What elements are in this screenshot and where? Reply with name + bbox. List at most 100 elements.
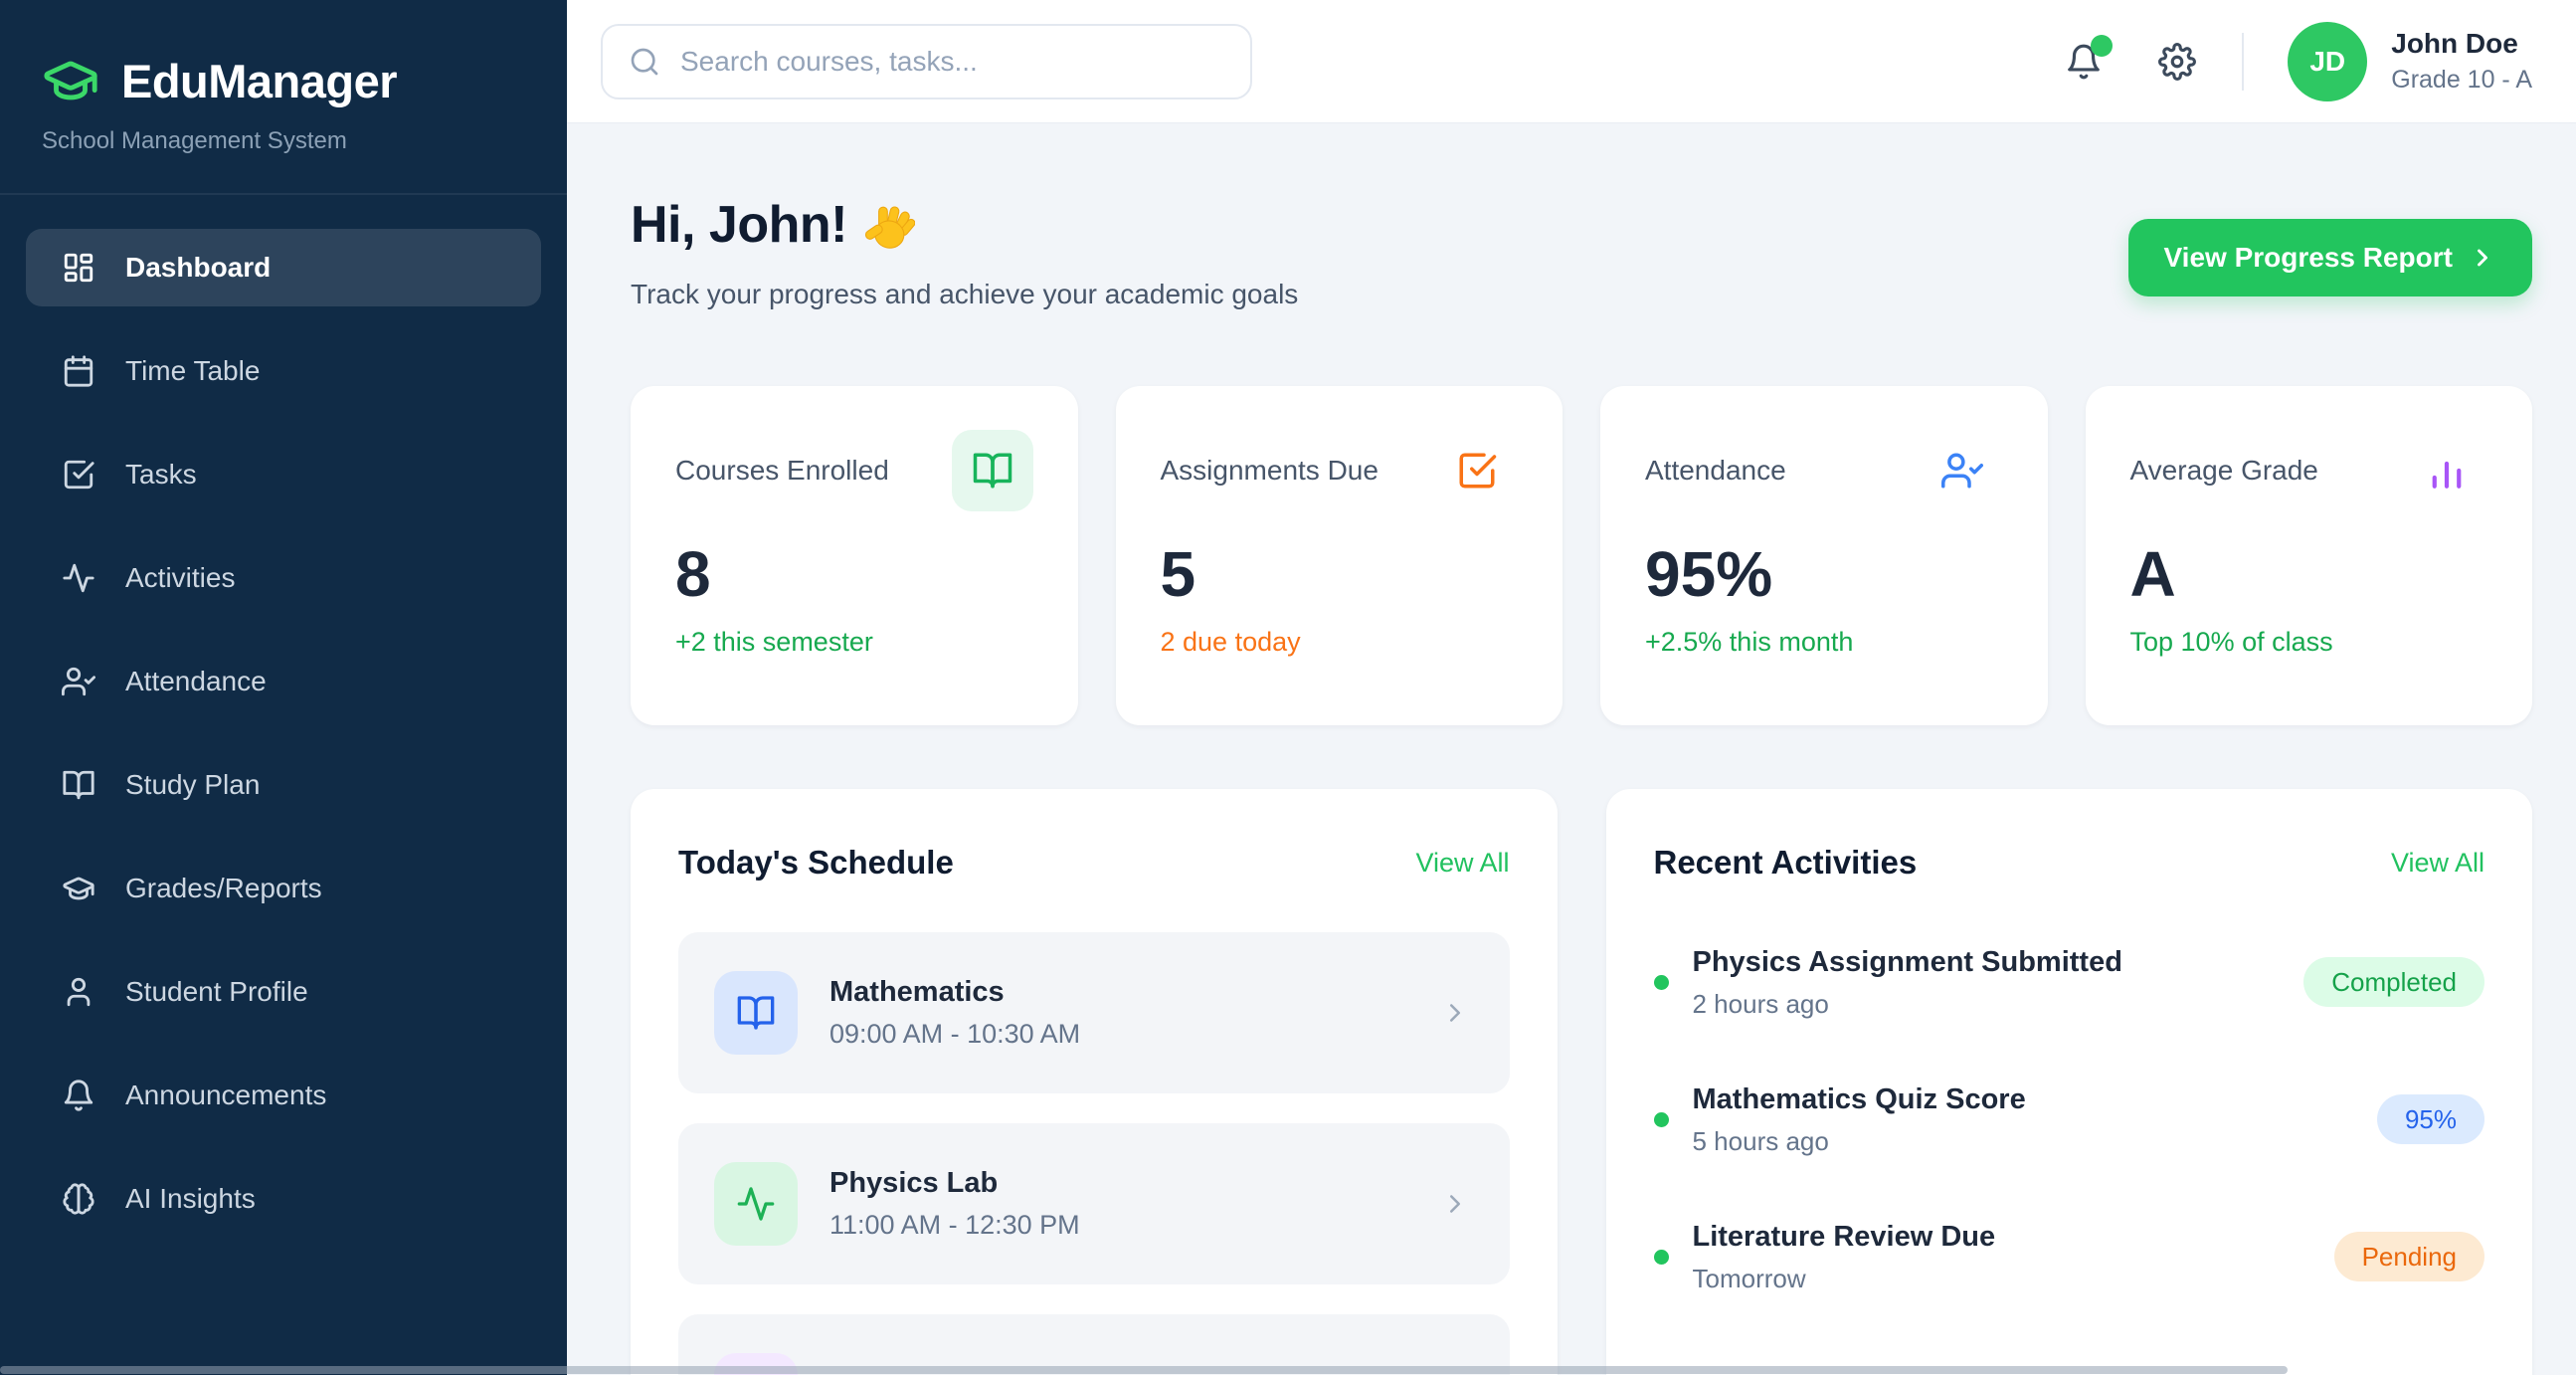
- sidebar-item-label: Time Table: [125, 355, 261, 386]
- stat-note: 2 due today: [1160, 627, 1301, 657]
- book-open-icon: [736, 993, 776, 1033]
- sidebar-item-label: Attendance: [125, 666, 267, 696]
- user-icon: [62, 975, 95, 1009]
- graduation-cap-icon: [42, 52, 99, 109]
- sidebar-item-study-plan[interactable]: Study Plan: [26, 746, 541, 824]
- page-subtitle: Track your progress and achieve your aca…: [631, 279, 1299, 309]
- view-progress-report-button[interactable]: View Progress Report: [2127, 219, 2532, 296]
- schedule-view-all-link[interactable]: View All: [1415, 847, 1510, 878]
- graduation-cap-icon: [62, 872, 95, 905]
- schedule-item-time: 09:00 AM - 10:30 AM: [829, 1019, 1081, 1049]
- sidebar-item-student-profile[interactable]: Student Profile: [26, 953, 541, 1031]
- gear-icon: [2158, 43, 2196, 81]
- search-box: [601, 23, 1252, 99]
- stat-card-attendance: Attendance 95% +2.5% this month: [1600, 386, 2048, 725]
- activities-view-all-link[interactable]: View All: [2390, 847, 2484, 878]
- user-name: John Doe: [2391, 28, 2518, 59]
- activity-item-physics-assignment: Physics Assignment Submitted 2 hours ago…: [1653, 944, 2484, 1020]
- schedule-item-name: Mathematics: [829, 976, 1005, 1008]
- chevron-right-icon: [1440, 1189, 1470, 1219]
- sidebar-item-dashboard[interactable]: Dashboard: [26, 229, 541, 306]
- settings-button[interactable]: [2158, 43, 2196, 81]
- activity-time: 5 hours ago: [1692, 1126, 1829, 1156]
- activity-title: Mathematics Quiz Score: [1692, 1083, 2026, 1115]
- sidebar-item-announcements[interactable]: Announcements: [26, 1057, 541, 1134]
- sidebar-item-grades-reports[interactable]: Grades/Reports: [26, 850, 541, 927]
- chevron-right-icon: [1440, 998, 1470, 1028]
- schedule-item-mathematics[interactable]: Mathematics 09:00 AM - 10:30 AM: [678, 932, 1510, 1093]
- dashboard-icon: [62, 251, 95, 285]
- horizontal-scrollbar[interactable]: [0, 1366, 2288, 1374]
- panel-title: Today's Schedule: [678, 844, 954, 881]
- book-open-icon: [972, 450, 1013, 491]
- score-badge: 95%: [2376, 1094, 2484, 1144]
- bar-chart-icon: [2426, 450, 2468, 491]
- book-open-icon: [62, 768, 95, 802]
- notification-dot: [2091, 34, 2114, 57]
- sidebar-item-label: Tasks: [125, 459, 197, 490]
- activity-time: 2 hours ago: [1692, 989, 1829, 1019]
- activity-icon: [62, 561, 95, 595]
- stat-card-average-grade: Average Grade A Top 10% of class: [2085, 386, 2532, 725]
- page-title: Hi, John!: [631, 195, 1298, 255]
- app-tagline: School Management System: [42, 127, 347, 154]
- sidebar-item-time-table[interactable]: Time Table: [26, 332, 541, 410]
- stat-value: A: [2129, 538, 2176, 610]
- status-badge: Pending: [2333, 1232, 2484, 1281]
- activity-title: Physics Assignment Submitted: [1692, 946, 2122, 978]
- activity-title: Literature Review Due: [1692, 1221, 1996, 1253]
- sidebar: EduManager School Management System Dash…: [0, 0, 567, 1375]
- status-badge: Completed: [2303, 957, 2484, 1007]
- search-icon: [629, 46, 660, 78]
- avatar: JD: [2288, 21, 2368, 101]
- check-square-icon: [1456, 450, 1498, 491]
- stat-label: Attendance: [1645, 455, 1786, 486]
- sidebar-item-ai-insights[interactable]: AI Insights: [26, 1160, 541, 1238]
- sidebar-item-label: Student Profile: [125, 976, 308, 1007]
- status-dot: [1653, 1249, 1669, 1265]
- todays-schedule-panel: Today's Schedule View All Mathematics 09…: [631, 789, 1558, 1375]
- topbar-divider: [2242, 32, 2245, 91]
- stat-note: +2 this semester: [675, 627, 873, 657]
- stat-value: 8: [675, 538, 711, 610]
- sidebar-item-attendance[interactable]: Attendance: [26, 643, 541, 720]
- schedule-item-name: English Literature: [829, 1374, 1075, 1375]
- user-check-icon: [62, 665, 95, 698]
- app-logo: EduManager School Management System: [0, 0, 567, 195]
- stat-note: Top 10% of class: [2129, 627, 2333, 657]
- activity-icon: [736, 1184, 776, 1224]
- status-dot: [1653, 974, 1669, 990]
- stat-label: Average Grade: [2129, 455, 2318, 486]
- stat-label: Assignments Due: [1160, 455, 1379, 486]
- notifications-button[interactable]: [2065, 34, 2114, 81]
- search-input[interactable]: [680, 45, 1224, 78]
- app-name: EduManager: [121, 54, 398, 107]
- status-dot: [1653, 1111, 1669, 1127]
- stat-card-courses-enrolled: Courses Enrolled 8 +2 this semester: [631, 386, 1078, 725]
- wave-hand-icon: [863, 203, 915, 255]
- stat-value: 95%: [1645, 538, 1773, 610]
- recent-activities-panel: Recent Activities View All Physics Assig…: [1605, 789, 2532, 1375]
- sidebar-item-label: Study Plan: [125, 769, 261, 800]
- stat-label: Courses Enrolled: [675, 455, 889, 486]
- user-profile-chip[interactable]: JD John Doe Grade 10 - A: [2288, 21, 2532, 101]
- sidebar-item-label: Dashboard: [125, 252, 272, 283]
- sidebar-item-tasks[interactable]: Tasks: [26, 436, 541, 513]
- sidebar-item-label: AI Insights: [125, 1183, 256, 1214]
- sidebar-item-label: Announcements: [125, 1080, 327, 1110]
- sidebar-item-activities[interactable]: Activities: [26, 539, 541, 617]
- schedule-item-physics-lab[interactable]: Physics Lab 11:00 AM - 12:30 PM: [678, 1123, 1510, 1284]
- stat-value: 5: [1160, 538, 1196, 610]
- top-bar: JD John Doe Grade 10 - A: [567, 0, 2576, 123]
- stat-card-assignments-due: Assignments Due 5 2 due today: [1115, 386, 1563, 725]
- panel-title: Recent Activities: [1653, 844, 1918, 881]
- schedule-item-time: 11:00 AM - 12:30 PM: [829, 1210, 1080, 1240]
- schedule-item-name: Physics Lab: [829, 1167, 999, 1199]
- sidebar-item-label: Activities: [125, 562, 236, 593]
- chevron-right-icon: [2469, 244, 2496, 272]
- activity-time: Tomorrow: [1692, 1264, 1806, 1293]
- bell-icon: [62, 1079, 95, 1112]
- brain-icon: [62, 1182, 95, 1216]
- main-content: Hi, John! Track your progress and achiev…: [567, 123, 2576, 1375]
- user-grade: Grade 10 - A: [2391, 66, 2532, 94]
